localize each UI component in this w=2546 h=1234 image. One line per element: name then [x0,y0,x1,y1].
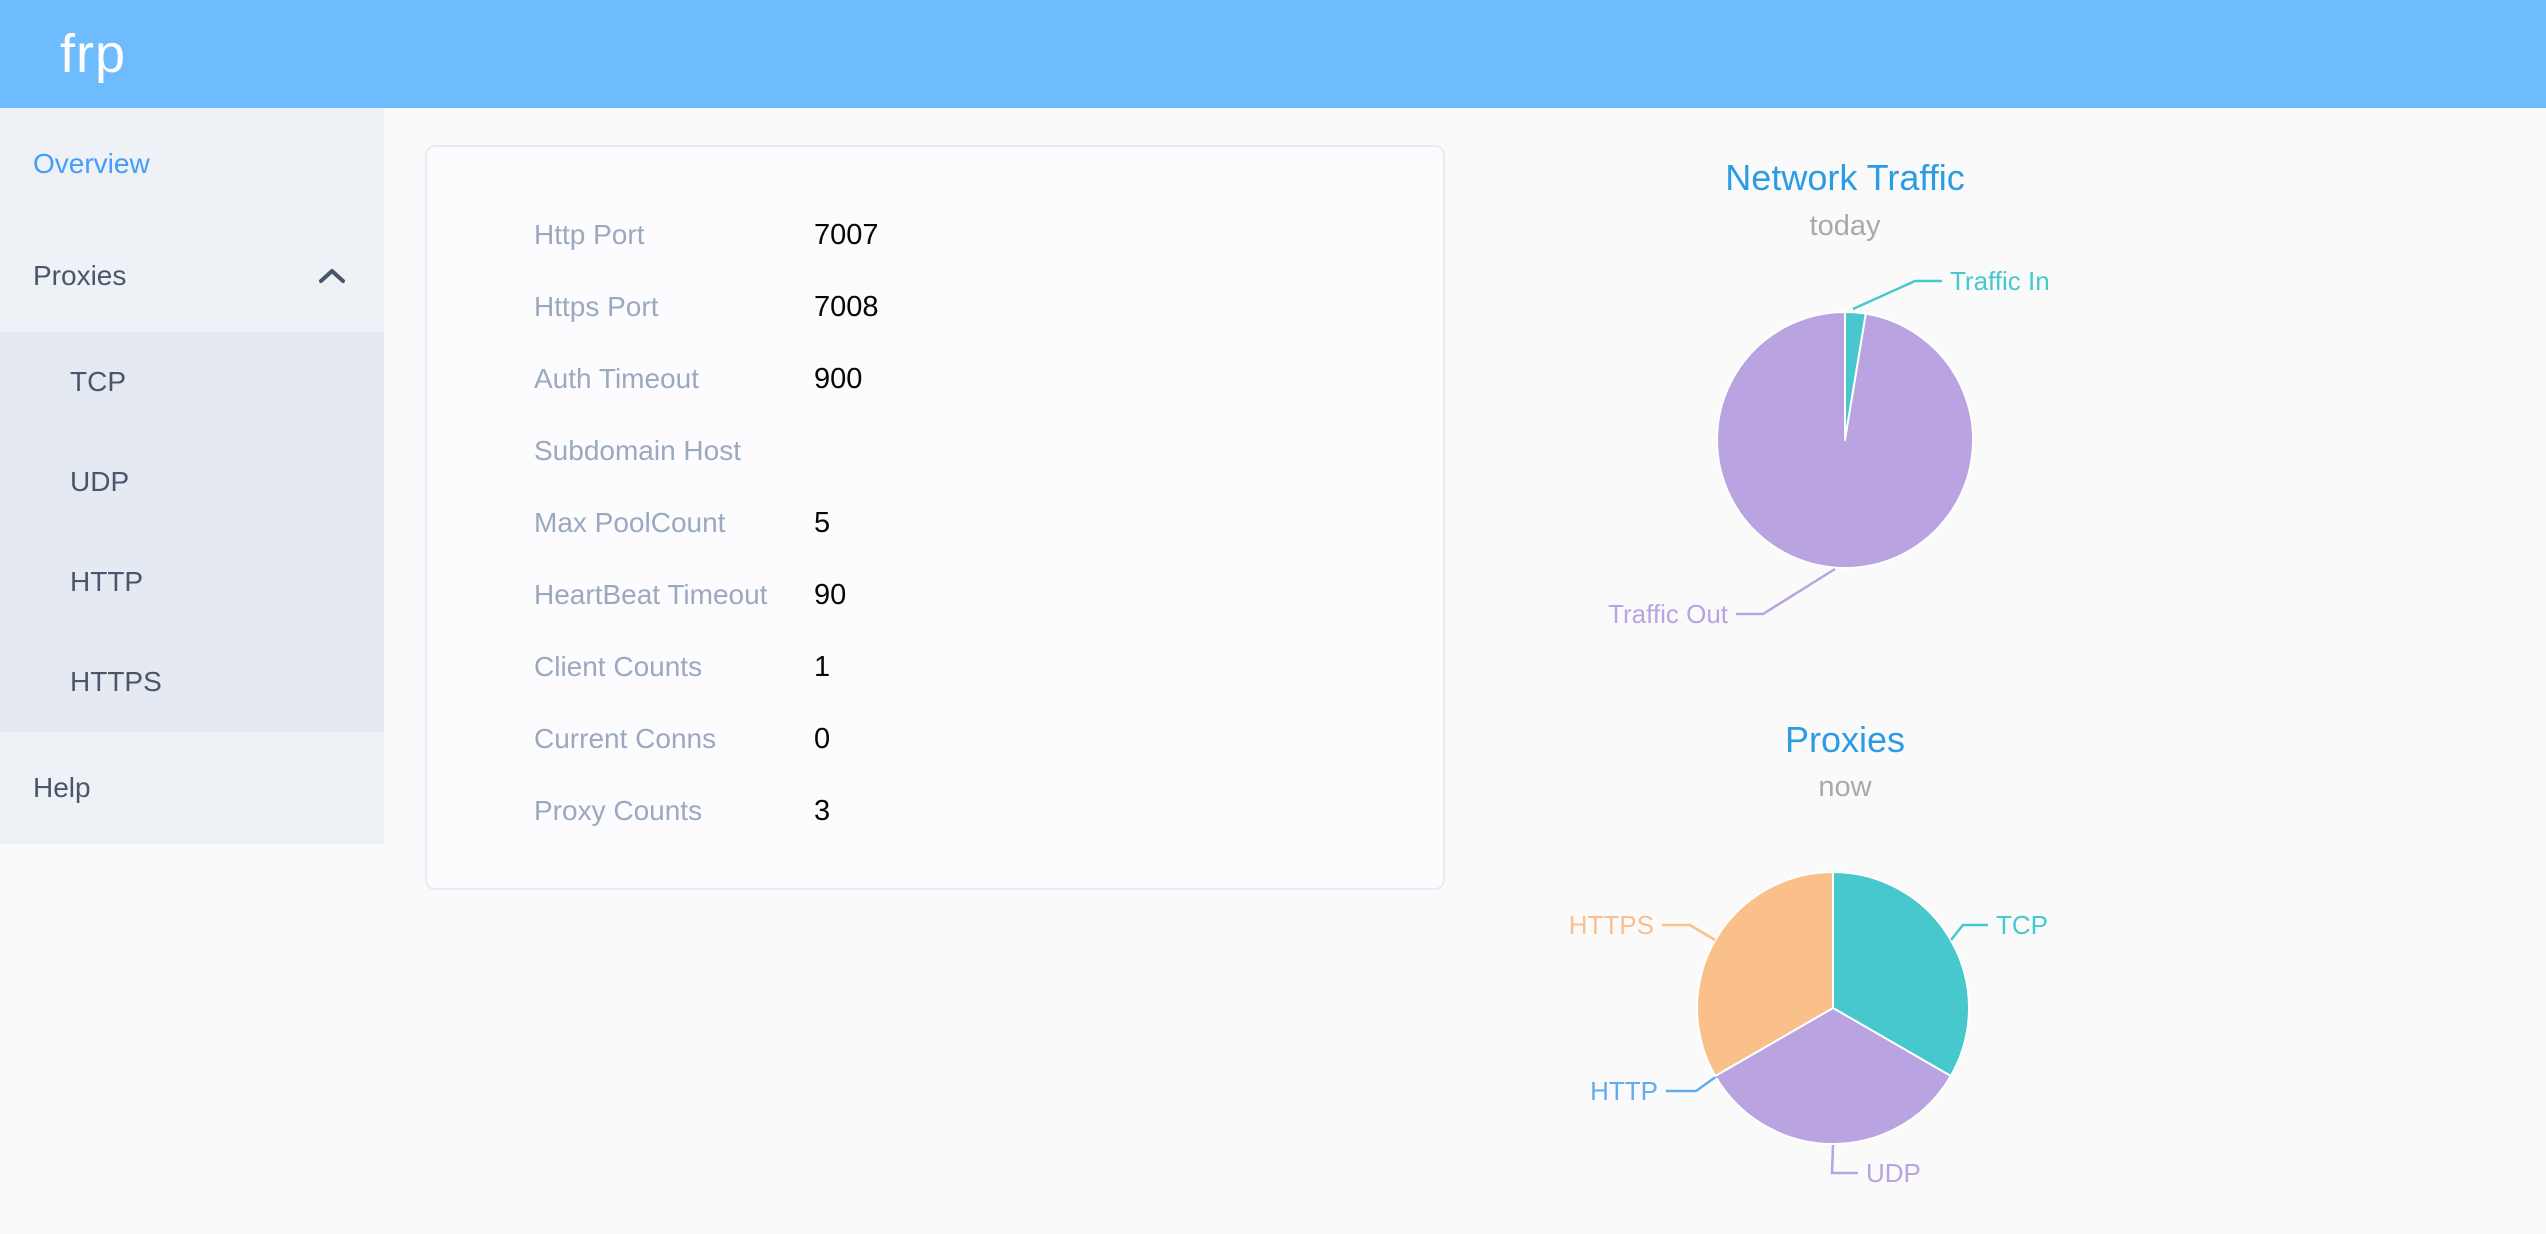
config-row-https-port: Https Port 7008 [427,271,1443,343]
config-label: Https Port [534,291,659,322]
pie-slice-https[interactable] [1696,871,1834,1077]
config-label: Client Counts [534,651,703,682]
pie-label-line-traffic-in [1852,279,1942,311]
config-row-client-counts: Client Counts 1 [427,631,1443,703]
chart-subtitle-proxies: now [1818,771,1872,803]
pie-slice-traffic-out[interactable] [1716,311,1974,569]
pie-label-https: HTTPS [1569,910,1654,940]
pie-label-traffic-in: Traffic In [1950,266,2050,296]
sidebar-item-help[interactable]: Help [0,732,384,844]
config-row-current-conns: Current Conns 0 [427,703,1443,775]
sidebar-item-label: Help [33,772,91,803]
pie-label-line-http [1666,1074,1718,1093]
pie-label-line-traffic-out [1736,567,1836,616]
app-header: frp [0,0,2546,108]
proxies-pie-chart: TCP UDP HTTP HTTPS [1569,871,2048,1188]
chart-subtitle-network-traffic: today [1809,210,1881,242]
config-row-proxy-counts: Proxy Counts 3 [427,775,1443,847]
config-row-heartbeat-timeout: HeartBeat Timeout 90 [427,559,1443,631]
sidebar-item-overview[interactable]: Overview [0,108,384,220]
config-label: Current Conns [534,723,717,754]
config-value: 5 [814,506,831,539]
config-row-subdomain-host: Subdomain Host [427,415,1443,487]
sidebar-submenu: TCP UDP HTTP HTTPS [0,332,384,732]
pie-label-line-https [1662,923,1716,942]
chart-title-network-traffic: Network Traffic [1725,157,1965,198]
chart-title-proxies: Proxies [1784,719,1906,760]
config-value: 7007 [814,218,879,251]
config-label: Proxy Counts [534,795,703,826]
sidebar-item-tcp[interactable]: TCP [70,366,126,397]
config-row-max-poolcount: Max PoolCount 5 [427,487,1443,559]
config-value: 1 [814,650,831,683]
server-config-card: Http Port 7007 Https Port 7008 Auth Timeout 9… [425,145,1445,890]
network-traffic-pie-chart: Traffic In Traffic Out [1608,266,2050,629]
sidebar-item-label: Overview [33,148,150,179]
sidebar-item-proxies[interactable]: Proxies [0,220,384,332]
app-logo: frp [60,24,127,84]
pie-label-line-udp [1830,1144,1858,1175]
config-label: Auth Timeout [534,363,699,394]
pie-label-udp: UDP [1866,1158,1921,1188]
pie-label-tcp: TCP [1996,910,2048,940]
sidebar-item-http[interactable]: HTTP [70,566,144,597]
config-value: 90 [814,578,847,611]
config-value: 7008 [814,290,879,323]
chevron-up-icon [319,269,345,283]
sidebar-item-https[interactable]: HTTPS [70,666,162,697]
config-value: 0 [814,722,831,755]
config-row-http-port: Http Port 7007 [427,199,1443,271]
pie-label-line-tcp [1950,923,1988,941]
pie-slice-tcp[interactable] [1832,871,1970,1077]
pie-label-traffic-out: Traffic Out [1608,599,1729,629]
sidebar-item-label: Proxies [33,260,127,291]
config-value: 900 [814,362,863,395]
config-label: Max PoolCount [534,507,726,538]
config-value: 3 [814,794,831,827]
config-label: HeartBeat Timeout [534,579,768,610]
config-row-auth-timeout: Auth Timeout 900 [427,343,1443,415]
sidebar-item-udp[interactable]: UDP [70,466,130,497]
config-label: Subdomain Host [534,435,742,466]
sidebar-menu: Overview Proxies TCP UDP HTTP HTTPS Help [0,108,384,844]
pie-label-http: HTTP [1590,1076,1658,1106]
config-label: Http Port [534,219,645,250]
